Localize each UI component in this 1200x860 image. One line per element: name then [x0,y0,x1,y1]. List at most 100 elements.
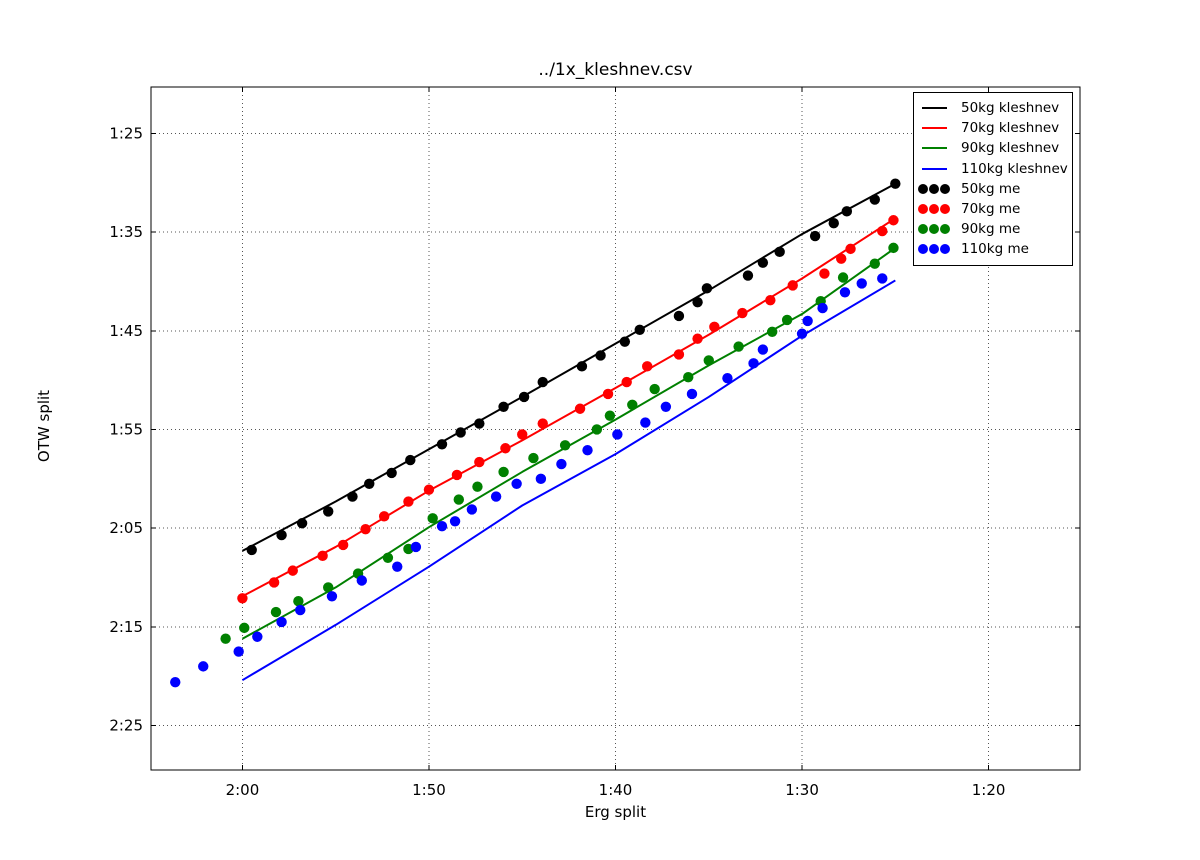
data-point [692,296,703,308]
data-point [692,333,703,344]
line-sample-icon [921,147,947,150]
data-point [518,391,530,403]
legend-row-90kg-kleshnev: 90kg kleshnev [914,138,1068,158]
dot-icon [918,244,928,255]
dot-icon [918,224,928,235]
chart-title: ../1x_kleshnev.csv [538,60,693,80]
legend-line-icon [914,167,954,170]
data-point [287,565,298,576]
legend-line-icon [914,107,954,110]
data-point [595,350,606,361]
dots-sample-icon [918,183,950,194]
data-point [660,401,672,412]
series-line-110kg-kleshnev [241,279,896,682]
y-tick-label: 1:35 [109,223,143,241]
data-point [270,606,282,618]
legend-row-110kg-me: 110kg me [914,239,1068,259]
data-point [347,491,358,502]
data-point [423,484,435,495]
y-tick-label: 1:55 [109,420,143,438]
data-point [364,478,375,489]
legend-label: 90kg me [961,221,1021,238]
dot-icon [940,244,950,255]
data-point [757,257,769,268]
legend-line-icon [914,127,954,130]
data-point [856,278,867,289]
data-point [436,439,448,450]
legend-row-70kg-me: 70kg me [914,199,1068,219]
data-point [295,604,306,616]
data-point [451,469,463,481]
data-point [869,194,880,205]
data-point [323,506,334,517]
data-point [802,315,813,327]
x-tick-label: 1:50 [412,781,446,799]
line-sample-icon [921,127,947,130]
legend-label: 90kg kleshnev [961,140,1060,157]
data-point [673,310,685,322]
y-tick-label: 2:15 [109,618,143,636]
data-point [337,539,349,551]
data-point [817,302,828,314]
legend-row-50kg-kleshnev: 50kg kleshnev [914,98,1068,118]
data-point [604,410,616,421]
data-point [642,361,653,372]
data-point [490,491,502,502]
data-point [781,314,793,326]
x-tick-label: 1:30 [785,781,819,799]
y-tick-label: 2:05 [109,519,143,537]
data-point [170,676,181,688]
legend-dots-icon [914,204,954,215]
x-tick-label: 1:20 [972,781,1006,799]
data-point [410,541,422,553]
data-point [474,418,485,429]
data-point [474,456,485,468]
data-point [511,478,522,489]
series-points-70kg-me [237,215,899,604]
data-point [386,467,397,479]
y-tick-label: 1:25 [109,124,143,142]
y-tick-label: 1:45 [109,322,143,340]
data-point [733,341,744,352]
data-point [890,178,901,189]
data-point [765,294,776,306]
data-point [602,388,614,400]
data-point [634,324,645,336]
data-point [619,336,631,347]
data-point [198,661,209,672]
legend-dots-icon [914,183,954,194]
data-point [591,424,603,435]
data-point [449,516,461,527]
data-point [612,429,623,440]
data-point [237,593,248,604]
data-point [220,633,231,644]
data-point [582,445,593,456]
legend-label: 110kg me [961,241,1029,258]
data-point [673,349,685,360]
data-point [528,452,539,464]
series-line-50kg-kleshnev [241,182,896,552]
data-point [621,376,632,388]
data-point [683,371,694,383]
data-point [559,440,571,451]
legend-line-icon [914,147,954,150]
data-point [649,383,660,395]
data-point [737,307,748,319]
data-point [427,513,438,524]
legend: 50kg kleshnev 70kg kleshnev 90kg kleshnev 1… [913,92,1073,266]
data-point [472,481,483,492]
dot-icon [929,204,939,215]
legend-row-110kg-kleshnev: 110kg kleshnev [914,159,1068,179]
data-point [686,388,698,400]
data-point [869,258,880,269]
data-point [455,427,466,438]
data-point [537,418,548,429]
data-point [722,372,733,384]
data-point [323,582,334,593]
data-point [403,496,414,507]
line-sample-icon [921,107,947,110]
dots-sample-icon [918,224,950,235]
data-point [392,561,403,572]
